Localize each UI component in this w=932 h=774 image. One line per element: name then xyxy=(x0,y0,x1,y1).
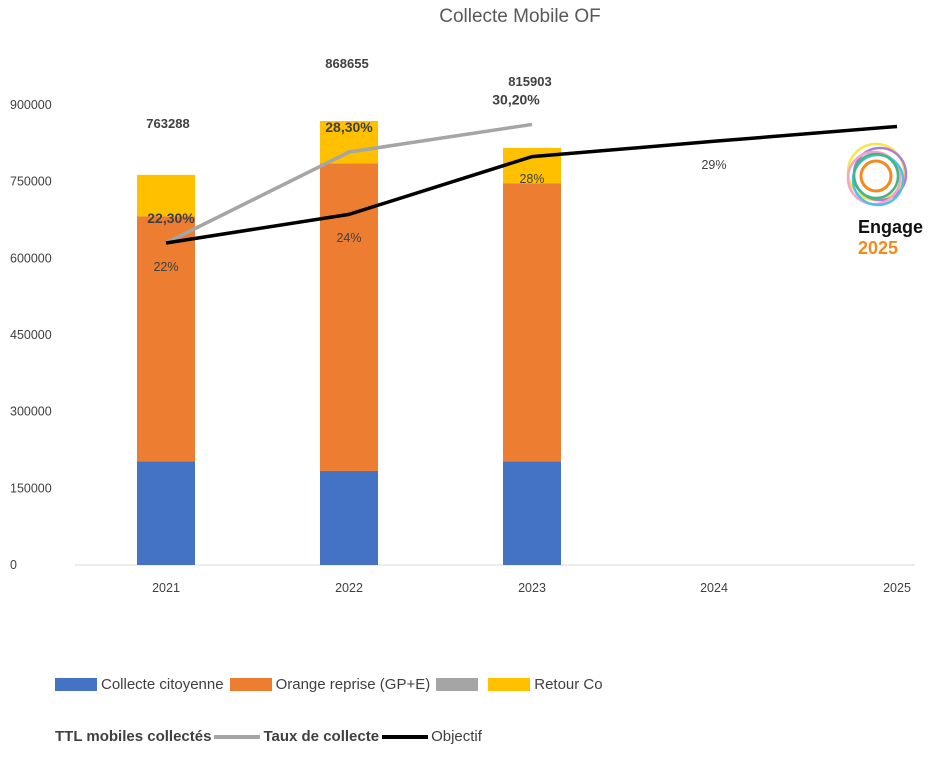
legend-label-ttl: TTL mobiles collectés xyxy=(55,728,212,745)
objectif-label: 29% xyxy=(701,158,726,172)
y-tick-label: 450000 xyxy=(10,328,52,342)
legend-lines: TTL mobiles collectés Taux de collecte O… xyxy=(55,728,482,745)
legend-item-grey xyxy=(436,678,482,691)
legend-line-black xyxy=(382,734,429,739)
legend-label: Retour Co xyxy=(534,676,603,693)
engage-logo-word: Engage xyxy=(858,217,924,237)
x-tick-label: 2025 xyxy=(883,581,911,595)
series-line-taux xyxy=(165,122,533,245)
bar-segment-4 xyxy=(137,174,195,217)
legend-swatch-orange xyxy=(229,678,272,691)
x-tick-label: 2023 xyxy=(518,581,546,595)
objectif-label: 22% xyxy=(153,260,178,274)
bar-segment-2 xyxy=(503,183,561,462)
taux-label: 30,20% xyxy=(492,91,540,107)
objectif-label: 24% xyxy=(336,231,361,245)
legend-swatch-yellow xyxy=(488,678,531,691)
engage-rings-icon xyxy=(846,142,908,207)
y-tick-label: 150000 xyxy=(10,481,52,495)
chart-plot: 0 150000 300000 450000 600000 750000 900000 202… xyxy=(10,56,915,595)
engage-logo: Engage 2025 xyxy=(840,140,932,259)
legend-bars: Collecte citoyenne Orange reprise (GP+E)… xyxy=(55,676,609,693)
total-label: 763288 xyxy=(146,116,189,131)
legend-item-retour-co: Retour Co xyxy=(488,676,603,693)
y-tick-label: 600000 xyxy=(10,251,52,265)
legend-item-orange-reprise: Orange reprise (GP+E) xyxy=(229,676,431,693)
total-label: 868655 xyxy=(325,56,368,71)
x-tick-label: 2024 xyxy=(700,581,728,595)
bar-segment-1 xyxy=(320,470,378,565)
chart-title: Collecte Mobile OF xyxy=(439,6,601,27)
objectif-label: 28% xyxy=(519,172,544,186)
engage-logo-year: 2025 xyxy=(858,238,899,258)
legend-label-taux: Taux de collecte xyxy=(263,728,380,745)
series-line-objectif xyxy=(165,124,898,245)
taux-label: 22,30% xyxy=(147,210,195,226)
total-label: 815903 xyxy=(508,74,551,89)
bar-segment-2 xyxy=(137,216,195,462)
x-tick-label: 2021 xyxy=(152,581,180,595)
x-tick-label: 2022 xyxy=(335,581,363,595)
legend-swatch-grey xyxy=(436,678,479,691)
legend-label-objectif: Objectif xyxy=(431,728,482,745)
taux-label: 28,30% xyxy=(325,119,373,135)
y-tick-label: 300000 xyxy=(10,405,52,419)
bar-segment-1 xyxy=(503,461,561,565)
y-tick-label: 750000 xyxy=(10,175,52,189)
legend-label: Collecte citoyenne xyxy=(101,676,224,693)
legend-item-collecte-citoyenne: Collecte citoyenne xyxy=(55,676,224,693)
legend-swatch-blue xyxy=(55,678,97,691)
y-tick-label: 900000 xyxy=(10,98,52,112)
y-tick-label: 0 xyxy=(10,558,17,572)
legend-label: Orange reprise (GP+E) xyxy=(275,676,431,693)
bar-segment-1 xyxy=(137,461,195,565)
bar-segment-4 xyxy=(320,121,378,164)
legend-line-grey xyxy=(214,734,261,739)
